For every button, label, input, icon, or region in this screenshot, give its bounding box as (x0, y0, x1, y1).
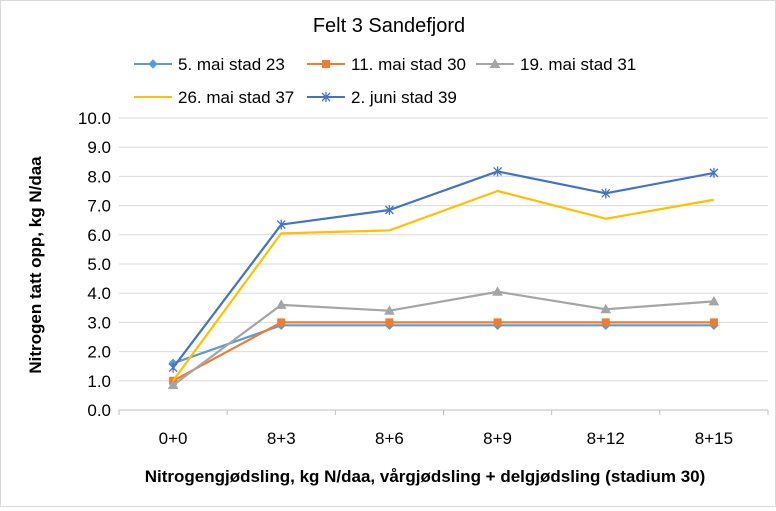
y-tick-label: 5.0 (87, 255, 111, 274)
data-point (600, 303, 612, 314)
axes: 0.0 1.0 2.0 3.0 4.0 5.0 6.0 7.0 8.0 9.0 10.0 0+0 8+3… (78, 109, 769, 448)
y-tick-label: 6.0 (87, 226, 111, 245)
legend-label: 11. mai stad 30 (351, 55, 466, 74)
y-axis-title: Nitrogen tatt opp, kg N/daa (26, 156, 45, 374)
legend-label: 5. mai stad 23 (178, 55, 285, 74)
data-point (276, 219, 286, 230)
legend-label: 26. mai stad 37 (178, 88, 294, 107)
x-tick-label: 8+6 (375, 429, 404, 448)
y-tick-label: 9.0 (87, 138, 111, 157)
data-point (277, 318, 286, 327)
data-point (168, 362, 178, 373)
series-layer (167, 166, 720, 390)
legend-marker (322, 60, 330, 68)
data-point (492, 286, 503, 296)
legend-item: 2. juni stad 39 (307, 88, 457, 107)
gridlines (119, 117, 768, 382)
data-point (601, 318, 610, 327)
data-point (384, 204, 394, 215)
legend-item: 5. mai stad 23 (134, 55, 285, 74)
x-tick-label: 8+15 (695, 429, 733, 448)
y-tick-label: 2.0 (87, 343, 111, 362)
y-tick-label: 4.0 (87, 284, 111, 303)
series-line (172, 290, 714, 387)
series-line (172, 321, 714, 382)
legend-marker (489, 58, 501, 68)
y-tick-label: 8.0 (87, 167, 111, 186)
y-tick-label: 0.0 (87, 401, 111, 420)
data-point (385, 318, 394, 327)
series-line (172, 324, 714, 365)
legend-item: 26. mai stad 37 (134, 88, 294, 107)
data-point (601, 188, 611, 199)
series-line (172, 189, 715, 382)
legend-label: 2. juni stad 39 (351, 88, 457, 107)
x-tick-label: 8+3 (267, 429, 296, 448)
y-tick-label: 7.0 (87, 197, 111, 216)
x-tick-label: 0+0 (159, 429, 188, 448)
x-tick-label: 8+9 (483, 429, 512, 448)
series-line (172, 170, 715, 369)
legend-item: 11. mai stad 30 (307, 55, 466, 74)
x-tick-label: 8+12 (587, 429, 625, 448)
data-point (493, 166, 503, 177)
data-point (275, 299, 287, 309)
y-tick-label: 1.0 (87, 372, 111, 391)
data-point (709, 167, 719, 178)
series-5 (168, 166, 719, 373)
legend-item: 19. mai stad 31 (476, 55, 636, 74)
data-point (167, 379, 179, 390)
series-4 (172, 189, 715, 382)
series-3 (167, 286, 720, 390)
chart-title: Felt 3 Sandefjord (313, 15, 465, 37)
x-axis-title: Nitrogengjødsling, kg N/daa, vårgjødslin… (145, 467, 706, 486)
legend: 5. mai stad 23 11. mai stad 30 19. mai sta… (134, 55, 636, 107)
legend-marker (148, 59, 158, 69)
data-point (384, 305, 395, 315)
y-tick-label: 10.0 (78, 109, 111, 128)
y-tick-label: 3.0 (87, 313, 111, 332)
legend-label: 19. mai stad 31 (520, 55, 636, 74)
data-point (709, 318, 718, 327)
data-point (708, 295, 720, 306)
legend-marker (321, 92, 331, 102)
data-point (493, 318, 502, 327)
